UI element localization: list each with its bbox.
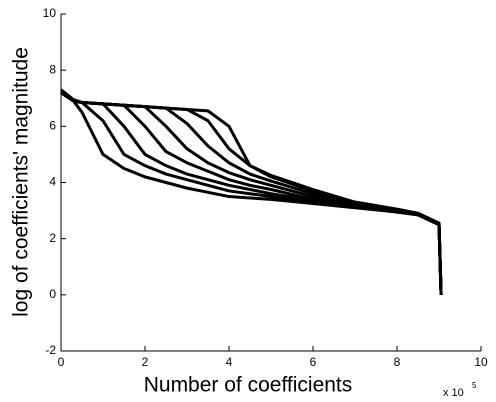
x-scale-exponent: 5 [472, 381, 477, 390]
y-tick-label: 2 [49, 231, 56, 245]
x-tick-label: 8 [394, 355, 401, 369]
x-tick-label: 4 [226, 355, 233, 369]
x-tick-label: 10 [474, 355, 488, 369]
y-tick-label: -2 [45, 343, 56, 357]
y-tick-label: 10 [43, 6, 57, 20]
curve [60, 91, 443, 295]
x-tick-label: 0 [58, 355, 65, 369]
y-tick-label: 4 [49, 175, 56, 189]
x-axis-label: Number of coefficients [144, 374, 353, 397]
x-tick-label: 2 [142, 355, 149, 369]
y-axis-label: log of coefficients' magnitude [10, 47, 33, 317]
y-tick-label: 8 [49, 62, 56, 76]
x-scale-base: x 10 [443, 387, 464, 399]
x-tick-label: 6 [310, 355, 317, 369]
y-tick-label: 0 [49, 287, 56, 301]
y-tick-label: 6 [49, 119, 56, 133]
curve [60, 88, 443, 295]
